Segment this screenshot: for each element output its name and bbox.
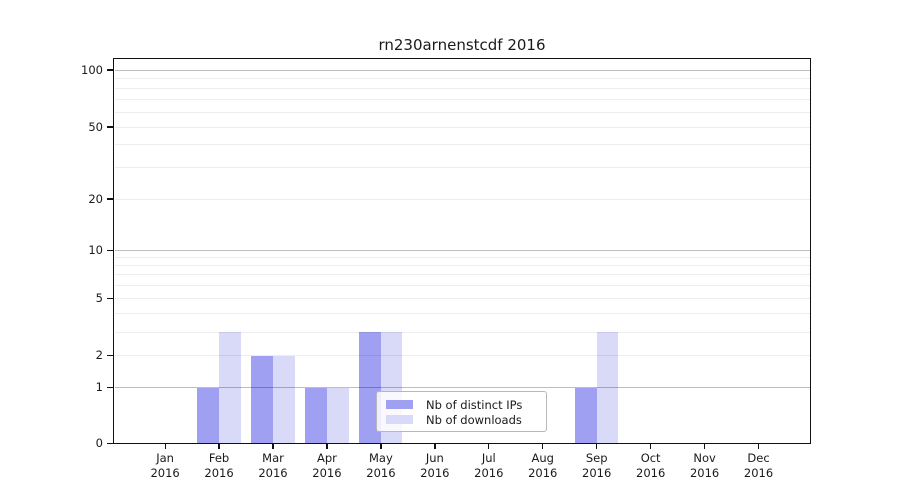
legend-item: Nb of downloads	[386, 412, 538, 427]
x-axis-tick-label: Sep 2016	[582, 451, 612, 480]
x-tick-mark	[218, 444, 220, 449]
gridline-minor	[114, 78, 810, 79]
gridline-minor	[114, 274, 810, 275]
y-axis-tick-label: 2	[95, 348, 103, 362]
y-tick-mark	[107, 69, 113, 71]
gridline-minor	[114, 198, 810, 200]
x-tick-mark	[488, 444, 490, 449]
bar-distinct-ips	[251, 355, 273, 443]
bar-distinct-ips	[305, 387, 327, 443]
y-axis-tick-label: 5	[95, 291, 103, 305]
bar-distinct-ips	[197, 387, 220, 443]
bar-distinct-ips	[575, 387, 597, 443]
gridline-minor	[114, 257, 810, 258]
gridline-major	[114, 250, 810, 251]
gridline-minor	[114, 298, 810, 299]
gridline-minor	[114, 111, 810, 113]
x-tick-mark	[542, 444, 544, 449]
chart-title: rn230arnenstcdf 2016	[378, 36, 546, 54]
x-tick-mark	[596, 444, 598, 449]
gridline-minor	[114, 355, 810, 356]
y-axis-tick-label: 10	[88, 243, 103, 257]
x-axis-tick-label: Jul 2016	[474, 451, 504, 480]
gridline-minor	[114, 144, 810, 145]
bar-downloads	[596, 332, 619, 443]
gridline-minor	[114, 126, 810, 128]
x-axis-tick-label: Dec 2016	[743, 451, 774, 480]
bar-downloads	[273, 355, 295, 443]
x-axis-tick-label: Mar 2016	[258, 451, 288, 480]
gridline-minor	[114, 312, 810, 314]
bar-downloads	[326, 387, 349, 443]
y-tick-mark	[107, 354, 113, 357]
x-tick-mark	[704, 444, 706, 449]
gridline-major	[114, 69, 810, 71]
bar-downloads	[219, 332, 241, 443]
x-tick-mark	[434, 444, 436, 449]
y-tick-mark	[107, 297, 113, 300]
y-axis-tick-label: 0	[95, 436, 103, 450]
y-tick-mark	[107, 249, 113, 252]
y-axis-tick-label: 20	[88, 191, 103, 206]
gridline-minor	[114, 99, 810, 100]
gridline-minor	[114, 88, 810, 89]
y-tick-mark	[107, 198, 113, 200]
x-axis-tick-label: May 2016	[366, 451, 396, 480]
x-tick-mark	[164, 444, 166, 449]
x-axis-tick-label: Nov 2016	[689, 451, 720, 480]
legend-swatch-downloads	[386, 415, 413, 424]
y-tick-mark	[107, 386, 113, 389]
y-axis-tick-label: 50	[88, 119, 103, 134]
legend: Nb of distinct IPs Nb of downloads	[376, 391, 547, 432]
bar-distinct-ips	[359, 332, 381, 443]
legend-swatch-distinct-ips	[386, 400, 413, 409]
y-tick-mark	[107, 442, 113, 445]
gridline-minor	[114, 285, 810, 286]
gridline-major	[114, 387, 810, 388]
x-axis-tick-label: Feb 2016	[204, 451, 234, 480]
x-tick-mark	[650, 444, 652, 449]
legend-label-distinct-ips: Nb of distinct IPs	[426, 397, 523, 412]
x-axis-tick-label: Jun 2016	[420, 451, 450, 480]
gridline-minor	[114, 166, 810, 168]
x-axis-tick-label: Jan 2016	[150, 451, 180, 480]
x-axis-tick-label: Oct 2016	[636, 451, 666, 480]
y-axis-tick-label: 1	[95, 380, 103, 394]
y-axis-tick-label: 100	[81, 62, 103, 77]
x-axis-tick-label: Aug 2016	[528, 451, 558, 480]
x-tick-mark	[380, 444, 382, 449]
x-tick-mark	[757, 444, 760, 449]
y-tick-mark	[107, 126, 113, 128]
x-tick-mark	[272, 444, 274, 449]
plot-area	[113, 58, 811, 444]
legend-item: Nb of distinct IPs	[386, 397, 538, 412]
x-tick-mark	[326, 444, 328, 449]
gridline-minor	[114, 265, 810, 266]
gridline-minor	[114, 331, 810, 333]
x-axis-tick-label: Apr 2016	[312, 451, 342, 480]
legend-label-downloads: Nb of downloads	[426, 412, 522, 427]
